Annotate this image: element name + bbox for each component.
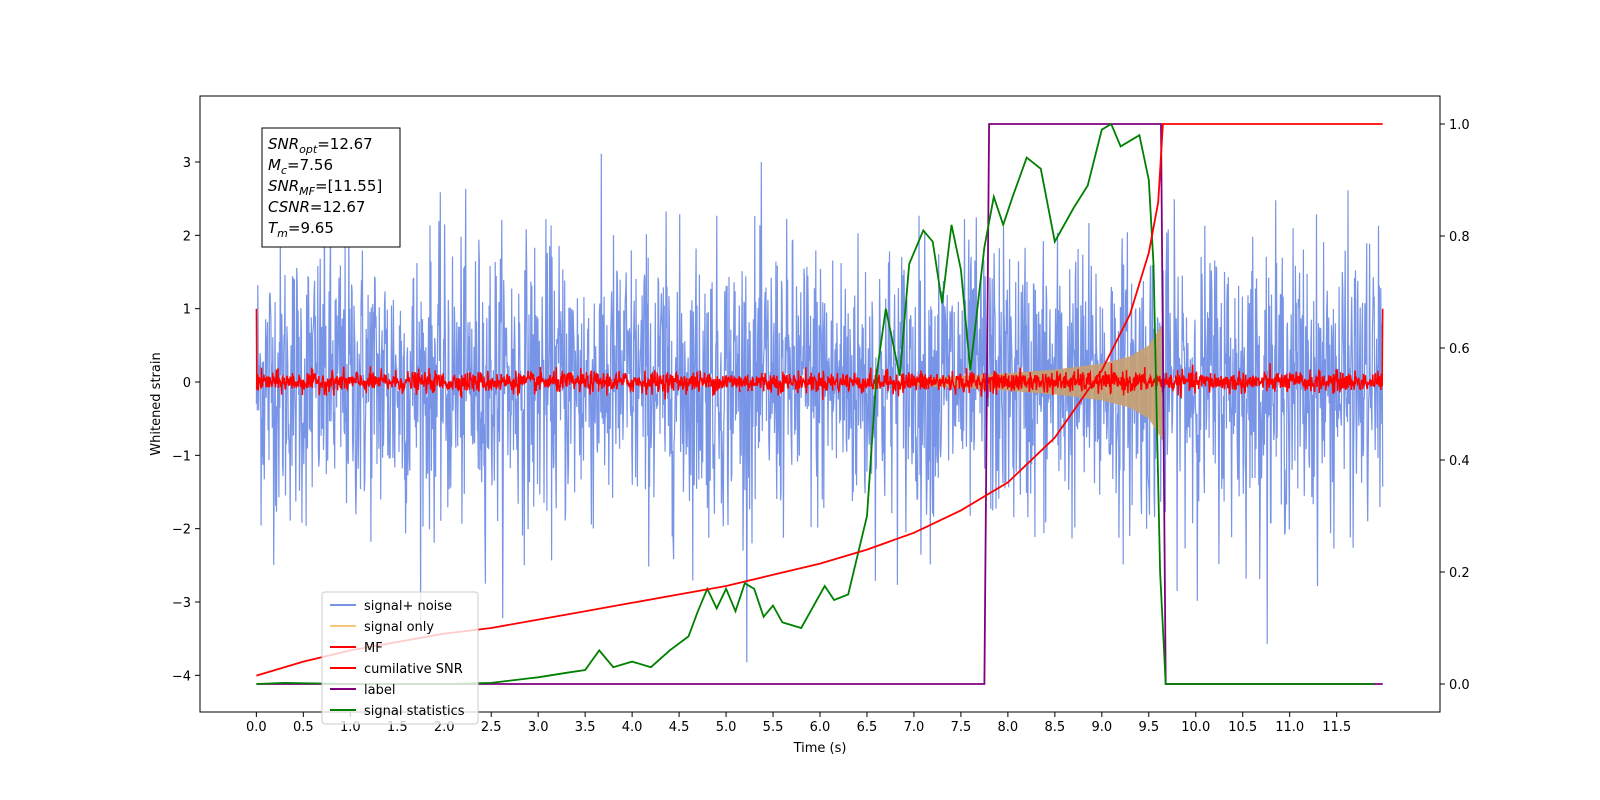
x-tick-label: 4.5 <box>669 720 690 735</box>
y-left-tick-label: 0 <box>183 376 191 391</box>
legend-label: signal+ noise <box>364 599 452 614</box>
y-axis-title: Whitened strain <box>149 352 164 455</box>
x-tick-label: 4.0 <box>622 720 643 735</box>
y-left-tick-label: −2 <box>172 523 191 538</box>
x-tick-label: 8.5 <box>1045 720 1066 735</box>
y-left-tick-label: 2 <box>183 229 191 244</box>
x-tick-label: 8.0 <box>998 720 1019 735</box>
series-signal-statistics <box>256 122 1375 685</box>
x-tick-label: 5.5 <box>763 720 784 735</box>
legend-label: signal only <box>364 620 434 635</box>
legend-label: cumilative SNR <box>364 662 463 677</box>
x-tick-label: 9.5 <box>1138 720 1159 735</box>
x-tick-label: 6.0 <box>810 720 831 735</box>
x-tick-label: 5.0 <box>716 720 737 735</box>
legend-label: label <box>364 683 395 698</box>
x-tick-label: 3.0 <box>528 720 549 735</box>
y-axis-right: 1.0 0.8 0.6 0.4 0.2 0.0 <box>1440 118 1470 693</box>
y-right-tick-label: 0.2 <box>1449 566 1470 581</box>
y-right-tick-label: 0.0 <box>1449 678 1470 693</box>
x-tick-label: 6.5 <box>857 720 878 735</box>
x-axis-title: Time (s) <box>793 741 847 756</box>
x-tick-label: 9.0 <box>1091 720 1112 735</box>
x-axis: 0.0 0.5 1.0 1.5 2.0 2.5 3.0 3.5 4.0 4.5 5.0 5.5 6.0 6… <box>246 712 1351 735</box>
x-tick-label: 0.0 <box>246 720 267 735</box>
annotation-line: CSNR=12.67 <box>268 198 365 216</box>
x-tick-label: 11.0 <box>1275 720 1304 735</box>
x-tick-label: 10.0 <box>1181 720 1210 735</box>
y-left-tick-label: 3 <box>183 156 191 171</box>
y-left-tick-label: −4 <box>172 669 191 684</box>
y-right-tick-label: 0.4 <box>1449 454 1470 469</box>
y-right-tick-label: 0.6 <box>1449 342 1470 357</box>
x-tick-label: 2.5 <box>481 720 502 735</box>
x-tick-label: 7.5 <box>951 720 972 735</box>
series-signal-noise <box>255 153 1384 663</box>
legend-box <box>321 591 479 725</box>
x-tick-label: 7.0 <box>904 720 925 735</box>
y-right-tick-label: 1.0 <box>1449 118 1470 133</box>
annotation-line: SNRMF=[11.55] <box>268 177 382 198</box>
annotation-line: Tm=9.65 <box>268 219 334 240</box>
annotation-box: SNRopt=12.67Mc=7.56SNRMF=[11.55]CSNR=12.… <box>261 127 401 248</box>
series-mf <box>255 308 1384 400</box>
plot-area <box>255 122 1384 685</box>
y-left-tick-label: 1 <box>183 303 191 318</box>
y-left-tick-label: −3 <box>172 596 191 611</box>
annotation-line: Mc=7.56 <box>268 156 333 177</box>
x-tick-label: 0.5 <box>293 720 314 735</box>
annotation-frame <box>261 127 401 248</box>
x-tick-label: 3.5 <box>575 720 596 735</box>
x-tick-label: 10.5 <box>1228 720 1257 735</box>
legend: signal+ noise signal only MF cumilative SNR… <box>321 591 479 725</box>
y-axis-left: 3 2 1 0 −1 −2 −3 −4 <box>172 156 200 684</box>
annotation-line: SNRopt=12.67 <box>268 135 373 156</box>
x-tick-label: 11.5 <box>1322 720 1351 735</box>
y-right-tick-label: 0.8 <box>1449 230 1470 245</box>
legend-label: signal statistics <box>364 704 465 719</box>
legend-label: MF <box>364 641 383 656</box>
y-left-tick-label: −1 <box>172 449 191 464</box>
